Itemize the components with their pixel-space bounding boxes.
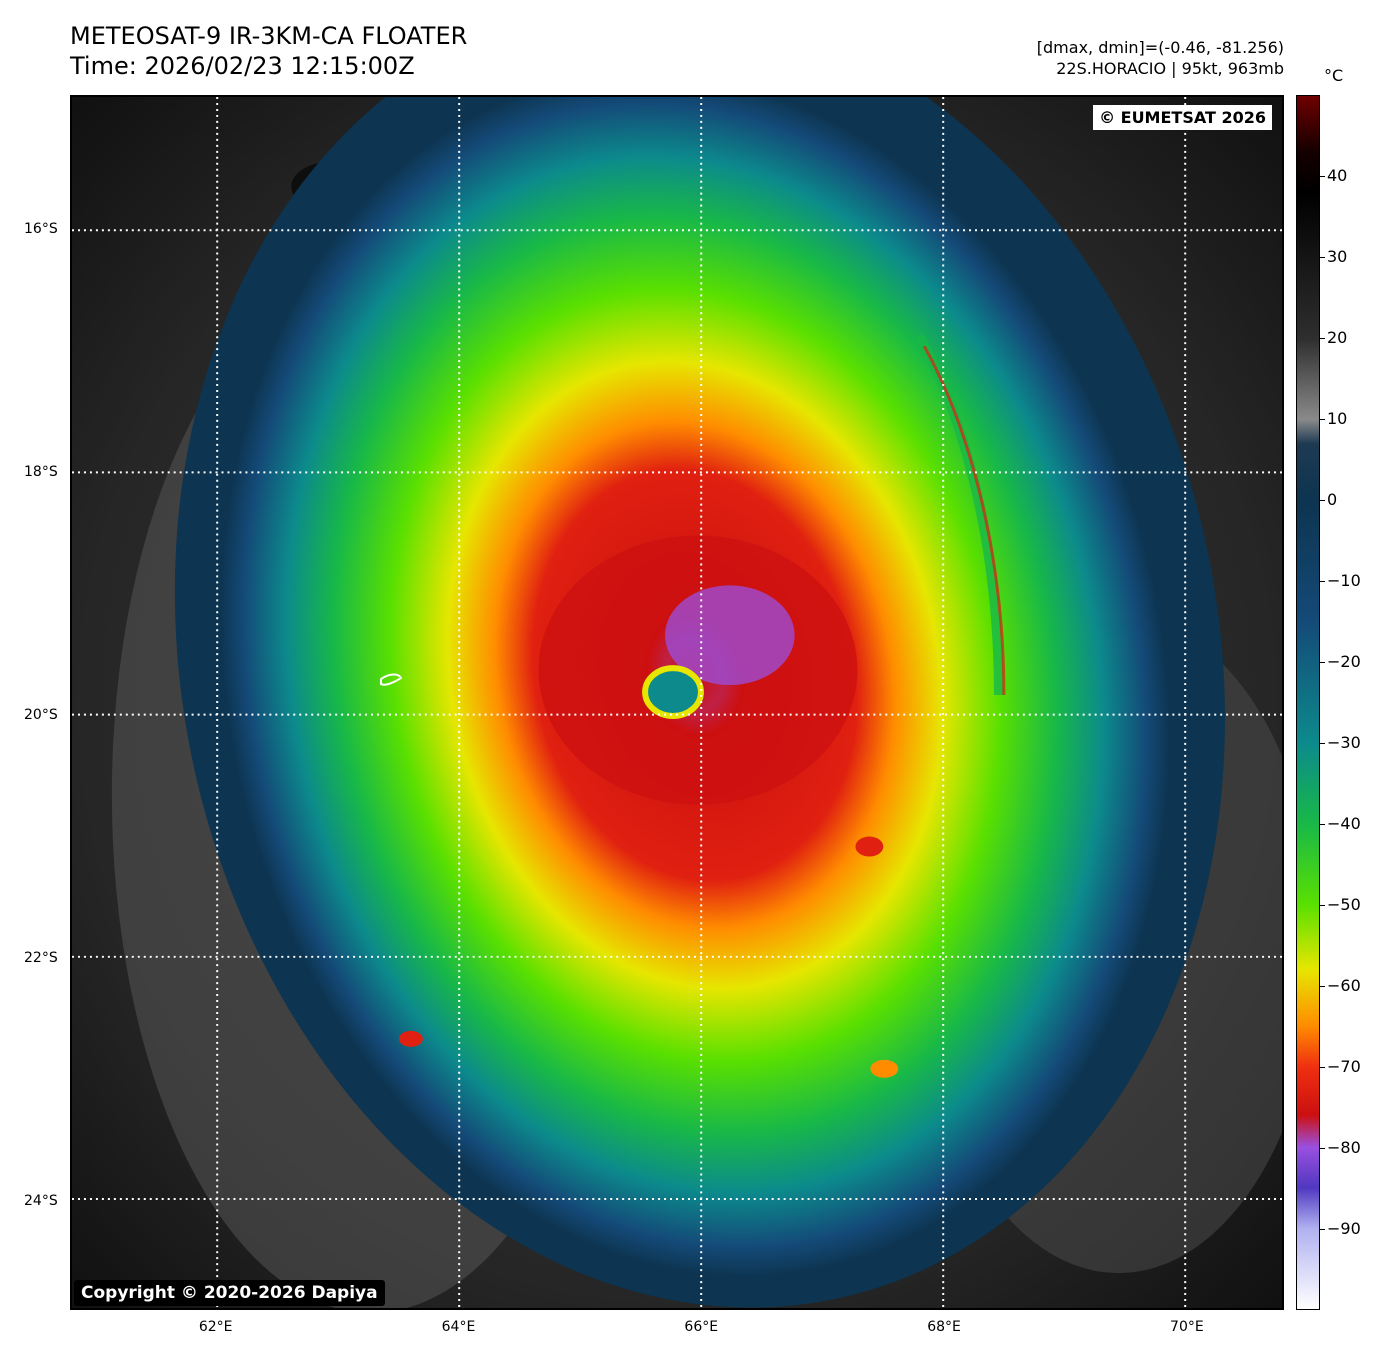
colorbar-tick-label: −20	[1327, 652, 1361, 671]
colorbar-tick	[1320, 581, 1325, 582]
eumetsat-copyright-badge: © EUMETSAT 2026	[1093, 105, 1272, 130]
lat-tick-label: 18°S	[24, 463, 58, 480]
dapiya-copyright-badge: Copyright © 2020-2026 Dapiya	[74, 1280, 385, 1306]
lat-tick-label: 16°S	[24, 220, 58, 237]
lon-tick-label: 70°E	[1170, 1319, 1204, 1335]
lat-tick-label: 20°S	[24, 706, 58, 723]
temperature-range-readout: [dmax, dmin]=(-0.46, -81.256)	[1036, 38, 1284, 57]
satellite-map[interactable]: © EUMETSAT 2026 Copyright © 2020-2026 Da…	[70, 95, 1284, 1310]
colorbar-tick-label: −50	[1327, 895, 1361, 914]
map-title: METEOSAT-9 IR-3KM-CA FLOATER	[70, 22, 468, 50]
island-outline	[379, 673, 403, 686]
lon-tick-label: 66°E	[684, 1319, 719, 1335]
lon-tick-label: 64°E	[441, 1319, 476, 1335]
colorbar-tick-label: −80	[1327, 1138, 1361, 1157]
colorbar-tick-label: 0	[1327, 490, 1338, 509]
colorbar-tick	[1320, 824, 1325, 825]
colorbar-tick	[1320, 1229, 1325, 1230]
storm-eye	[645, 668, 701, 716]
colorbar-tick	[1320, 1148, 1325, 1149]
colorbar-tick-label: 40	[1327, 166, 1348, 185]
colorbar-tick	[1320, 905, 1325, 906]
colorbar-tick	[1320, 257, 1325, 258]
lat-tick-label: 22°S	[24, 949, 58, 966]
colorbar-tick-label: −40	[1327, 814, 1361, 833]
colorbar-unit: °C	[1324, 66, 1344, 85]
storm-info-readout: 22S.HORACIO | 95kt, 963mb	[1056, 59, 1284, 78]
lat-tick-label: 24°S	[24, 1192, 58, 1209]
temperature-colorbar	[1296, 95, 1320, 1310]
colorbar-tick-label: 10	[1327, 409, 1348, 428]
colorbar-tick-label: −90	[1327, 1219, 1361, 1238]
colorbar-tick	[1320, 500, 1325, 501]
colorbar-tick-label: 30	[1327, 247, 1348, 266]
colorbar-tick	[1320, 419, 1325, 420]
colorbar-tick	[1320, 662, 1325, 663]
colorbar-tick	[1320, 176, 1325, 177]
colorbar-tick	[1320, 338, 1325, 339]
graticule	[72, 97, 1282, 1308]
colorbar-tick-label: −70	[1327, 1057, 1361, 1076]
colorbar-tick-label: 20	[1327, 328, 1348, 347]
infrared-imagery	[72, 97, 1282, 1308]
colorbar-tick-label: −30	[1327, 733, 1361, 752]
lon-tick-label: 62°E	[198, 1319, 233, 1335]
colorbar-tick	[1320, 743, 1325, 744]
colorbar-tick	[1320, 986, 1325, 987]
lon-tick-label: 68°E	[927, 1319, 961, 1335]
colorbar-tick	[1320, 1067, 1325, 1068]
map-timestamp: Time: 2026/02/23 12:15:00Z	[70, 52, 415, 80]
colorbar-tick-label: −60	[1327, 976, 1361, 995]
colorbar-tick-label: −10	[1327, 571, 1361, 590]
